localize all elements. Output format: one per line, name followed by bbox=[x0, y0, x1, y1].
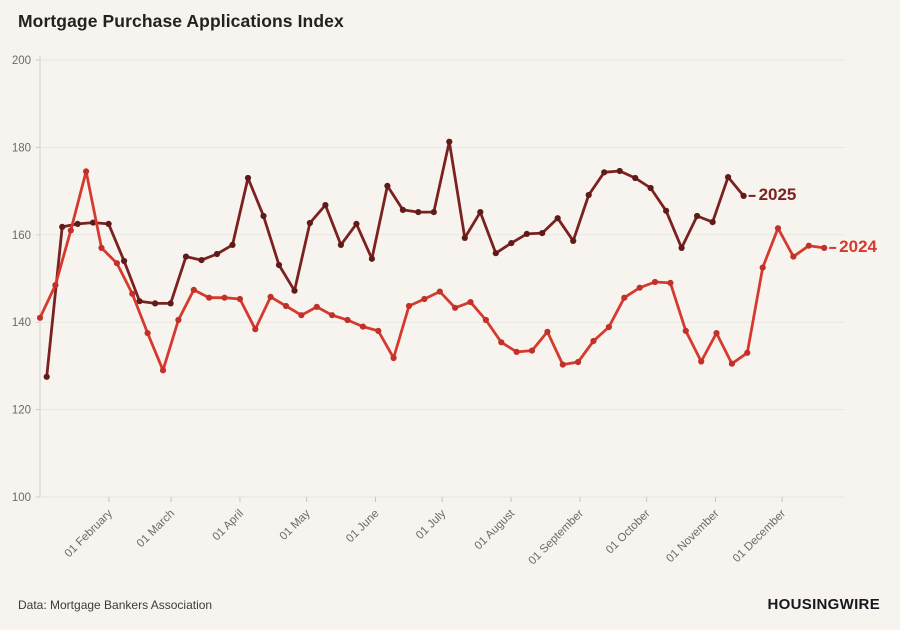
svg-text:01 August: 01 August bbox=[473, 507, 518, 552]
svg-text:01 May: 01 May bbox=[278, 507, 313, 542]
series-label-2024: 2024 bbox=[839, 236, 877, 256]
svg-text:200: 200 bbox=[12, 55, 31, 67]
page-title: Mortgage Purchase Applications Index bbox=[18, 11, 344, 31]
source-note: Data: Mortgage Bankers Association bbox=[18, 598, 213, 612]
svg-text:160: 160 bbox=[12, 230, 31, 242]
svg-text:01 December: 01 December bbox=[731, 508, 788, 565]
y-axis-labels: 100 120 140 160 180 200 bbox=[12, 55, 31, 504]
svg-text:01 September: 01 September bbox=[526, 508, 586, 568]
svg-text:120: 120 bbox=[12, 405, 31, 417]
brand-logo: HOUSINGWIRE bbox=[767, 596, 880, 613]
series-2025 bbox=[43, 138, 756, 380]
svg-text:01 November: 01 November bbox=[664, 508, 721, 565]
svg-text:140: 140 bbox=[12, 317, 31, 329]
svg-text:180: 180 bbox=[12, 142, 31, 154]
series-label-2025: 2025 bbox=[758, 184, 797, 204]
x-axis-labels: 01 February 01 March 01 April 01 May 01 June… bbox=[63, 497, 788, 568]
svg-text:01 July: 01 July bbox=[414, 507, 448, 541]
svg-text:01 April: 01 April bbox=[210, 508, 246, 544]
svg-text:01 March: 01 March bbox=[135, 508, 177, 550]
gridlines bbox=[35, 56, 845, 498]
svg-text:01 June: 01 June bbox=[344, 508, 381, 545]
series-2024 bbox=[36, 168, 837, 374]
svg-text:01 October: 01 October bbox=[604, 508, 653, 557]
svg-text:01 February: 01 February bbox=[63, 507, 116, 560]
svg-text:100: 100 bbox=[12, 492, 31, 504]
